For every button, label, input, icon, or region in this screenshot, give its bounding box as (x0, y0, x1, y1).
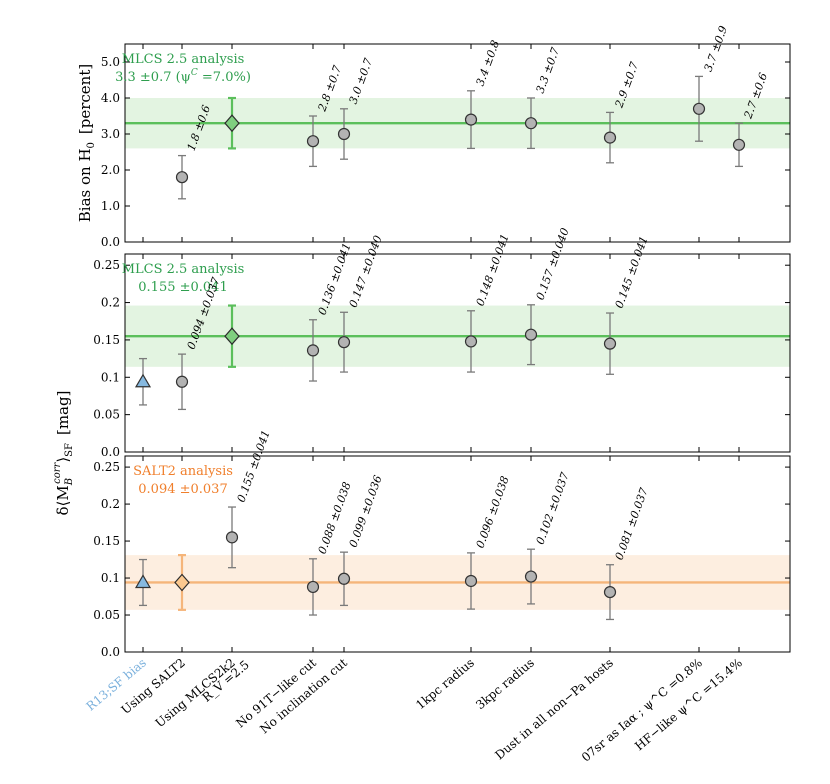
y-tick-label: 0.05 (93, 608, 120, 622)
data-label: 0.145 ±0.041 (613, 234, 651, 310)
data-point (603, 585, 617, 599)
shared-y-axis-label-suffix: ⟩ (54, 457, 72, 463)
data-point (464, 113, 478, 126)
data-label: 0.096 ±0.038 (474, 474, 512, 550)
category-label: 1kpc radius (413, 656, 477, 713)
y-axis-label-main: Bias on H (76, 148, 94, 222)
data-point (603, 131, 617, 144)
panel-frame (124, 253, 791, 453)
shared-y-axis-label-sub: B (64, 478, 75, 486)
panel-frame (124, 43, 791, 243)
legend-title: SALT2 analysis (133, 464, 233, 479)
data-point (464, 574, 478, 588)
data-point (175, 375, 189, 388)
data-label: 0.081 ±0.037 (613, 486, 651, 562)
data-point-diamond (224, 327, 240, 346)
y-axis-label-unit: [percent] (76, 64, 94, 134)
legend-title: MLCS 2.5 analysis (122, 262, 245, 277)
y-tick-label: 0.15 (93, 333, 120, 347)
y-tick-label: 0.2 (101, 497, 120, 511)
y-tick-label: 0.0 (101, 645, 120, 659)
y-tick-label: 0.05 (93, 408, 120, 422)
data-point (524, 328, 538, 341)
y-axis-label: Bias on H0 [percent] (76, 64, 97, 222)
data-point (225, 531, 239, 544)
data-point (524, 570, 538, 583)
legend-value: 3.3 ±0.7 (ψC =7.0%) (115, 68, 251, 85)
y-tick-label: 0.1 (101, 571, 120, 585)
y-tick-label: 0.1 (101, 370, 120, 384)
y-tick-label: 0.15 (93, 534, 120, 548)
shared-y-axis-label: δ⟨MBcorr⟩SF [mag] (52, 391, 75, 516)
legend-value-tail: =7.0%) (198, 70, 251, 85)
data-point (524, 117, 538, 130)
shared-y-axis-label-sup: corr (52, 461, 63, 483)
legend-value-main: 0.094 ±0.037 (138, 482, 227, 497)
data-point (337, 336, 351, 349)
shared-y-axis-label-suffix-sub: SF (64, 443, 75, 457)
data-point (175, 171, 189, 184)
data-label: 0.155 ±0.041 (235, 428, 273, 504)
y-tick-label: 4.0 (101, 91, 120, 105)
shared-y-axis-label-prefix: δ⟨M (54, 485, 72, 515)
y-tick-label: 0.2 (101, 296, 120, 310)
y-tick-label: 1.0 (101, 199, 120, 213)
legend-value-main: 3.3 ±0.7 (ψ (115, 70, 191, 85)
data-label: 3.7 ±0.9 (702, 24, 731, 73)
y-tick-label: 3.0 (101, 127, 120, 141)
y-tick-label: 5.0 (101, 55, 120, 69)
y-tick-label: 0.0 (101, 235, 120, 249)
data-point (306, 135, 320, 148)
legend-value: 0.155 ±0.041 (138, 280, 227, 295)
data-point (603, 337, 617, 350)
data-label: 0.102 ±0.037 (534, 471, 572, 547)
data-point (337, 127, 351, 141)
data-point-triangle (134, 574, 152, 589)
y-tick-label: 0.25 (93, 258, 120, 272)
data-point (306, 344, 320, 357)
data-label: 0.148 ±0.041 (474, 232, 512, 308)
legend-title: MLCS 2.5 analysis (122, 52, 245, 67)
data-point-diamond (174, 573, 190, 592)
data-point (464, 335, 478, 348)
category-label: 3kpc radius (473, 656, 537, 713)
data-label: 0.157 ±0.040 (534, 226, 572, 302)
shared-y-axis-label-unit: [mag] (54, 391, 72, 435)
panel-middle: 0.00.050.10.150.20.25 MLCS 2.5 analysis0.… (93, 226, 791, 459)
panel-bottom: 0.0 0.05 0.1 0.15 0.2 0.25 SALT2 analysis 0.094… (93, 428, 791, 659)
y-tick-label: 0.25 (93, 460, 120, 474)
data-point (732, 138, 746, 151)
data-label: 3.4 ±0.8 (474, 39, 503, 88)
data-point-triangle (134, 373, 152, 388)
y-tick-label: 2.0 (101, 163, 120, 177)
data-label: 3.3 ±0.7 (534, 46, 563, 95)
data-point (692, 102, 706, 115)
data-point (306, 580, 320, 594)
data-label: 0.147 ±0.040 (347, 234, 385, 310)
y-axis-label-sub: 0 (86, 142, 97, 148)
y-tick-label: 0.0 (101, 445, 120, 459)
data-point (337, 572, 351, 585)
legend-value-main: 0.155 ±0.041 (138, 280, 227, 295)
legend-value: 0.094 ±0.037 (138, 482, 227, 497)
data-point-diamond (224, 114, 240, 133)
legend-value-sup: C (191, 68, 198, 78)
panel-frame (124, 455, 791, 653)
